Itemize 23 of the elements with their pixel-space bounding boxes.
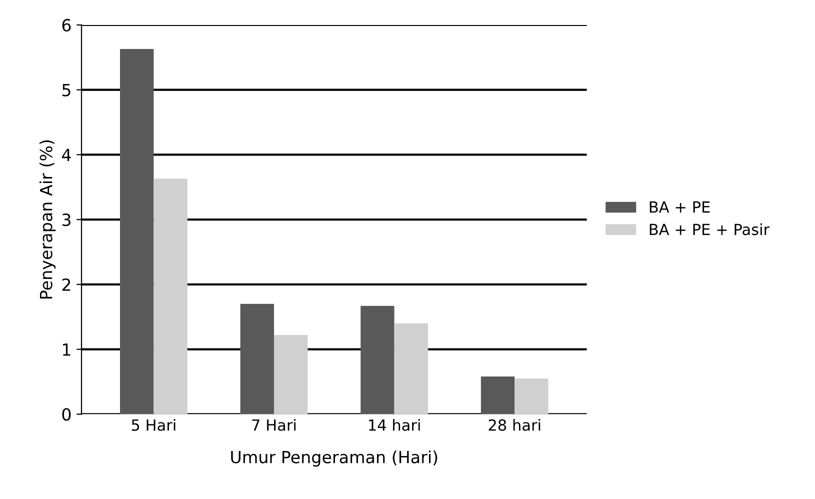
legend-label: BA + PE + Pasir [650,223,770,236]
x-tick-label: 28 hari [488,419,540,431]
y-tick-label: 3 [62,214,70,226]
bar [274,335,308,414]
y-tick-label: 0 [62,408,71,421]
bar [480,376,515,414]
bar [514,378,548,414]
x-tick-label: 14 hari [369,419,420,431]
x-axis-title: Umur Pengeraman (Hari) [231,450,438,467]
legend-label: BA + PE [650,201,710,213]
bar [394,323,428,414]
x-tick-label: 7 Hari [252,419,296,431]
x-tick-label: 5 Hari [132,419,176,431]
bar [360,306,394,414]
bar [154,178,188,414]
y-tick-label: 5 [62,84,70,96]
y-tick-label: 1 [63,343,70,356]
y-tick-label: 2 [62,278,70,291]
bar [240,304,274,414]
y-tick-label: 4 [62,148,71,162]
y-tick-label: 6 [62,18,71,32]
y-axis-title: Penyerapan Air (%) [39,140,56,298]
bar [120,48,154,414]
